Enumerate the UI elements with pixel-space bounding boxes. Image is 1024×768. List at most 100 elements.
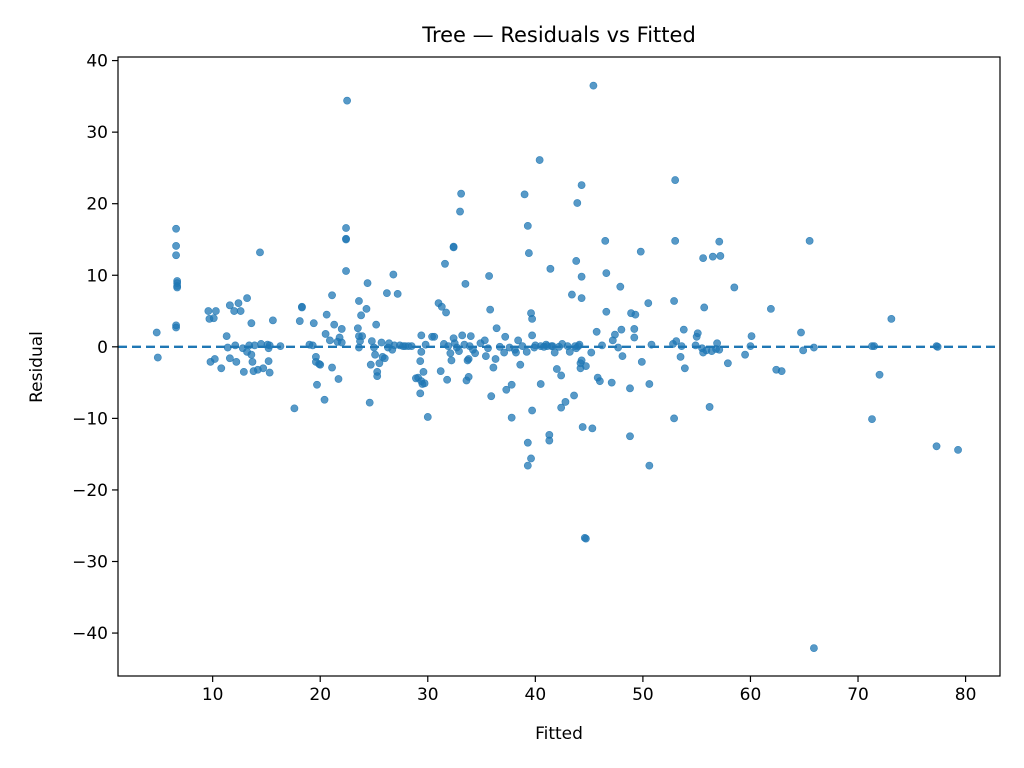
data-point — [487, 392, 496, 401]
data-point — [320, 395, 329, 404]
data-point — [602, 269, 611, 278]
data-point — [441, 259, 449, 268]
data-point — [211, 307, 220, 315]
x-tick-label: 60 — [740, 685, 762, 705]
data-point — [172, 242, 180, 250]
data-point — [700, 303, 709, 312]
x-tick-label: 70 — [847, 685, 869, 705]
data-point — [528, 331, 537, 340]
data-point — [380, 354, 389, 363]
data-point — [527, 454, 535, 463]
data-point — [607, 378, 616, 387]
data-point — [507, 413, 516, 422]
y-tick-label: 30 — [86, 123, 108, 143]
data-point — [592, 327, 601, 336]
data-point — [887, 315, 896, 323]
x-tick-label: 20 — [309, 685, 331, 705]
data-point — [172, 224, 180, 233]
y-tick-label: 10 — [86, 266, 108, 286]
data-point — [457, 189, 466, 198]
data-point — [577, 272, 586, 281]
data-point — [557, 371, 566, 380]
data-point — [464, 355, 473, 363]
data-point — [716, 252, 725, 260]
data-point — [417, 331, 426, 340]
data-point — [153, 353, 162, 362]
data-point — [209, 314, 218, 323]
data-point — [343, 96, 351, 105]
data-point — [358, 332, 367, 340]
data-point — [357, 311, 365, 320]
data-point — [492, 324, 501, 333]
data-point — [210, 355, 219, 363]
data-point — [239, 367, 248, 376]
data-point — [416, 389, 425, 398]
data-point — [699, 254, 708, 262]
x-axis-ticks: 10 20 30 40 50 60 70 80 — [202, 676, 977, 705]
data-point — [516, 360, 525, 369]
data-point — [741, 350, 749, 359]
data-point — [626, 384, 634, 393]
data-point — [523, 461, 532, 470]
data-point — [456, 207, 464, 216]
y-axis-ticks: −40 −30 −20 −10 0 10 20 30 40 — [72, 52, 118, 644]
data-point — [330, 320, 339, 329]
data-point — [236, 307, 245, 315]
data-point — [447, 356, 456, 365]
y-tick-label: −20 — [72, 481, 108, 501]
data-point — [561, 398, 570, 406]
y-tick-label: 40 — [86, 52, 108, 72]
data-point — [264, 357, 273, 366]
data-point — [393, 289, 402, 298]
data-point — [528, 315, 537, 323]
x-tick-label: 40 — [525, 685, 547, 705]
data-point — [550, 348, 559, 357]
x-tick-label: 80 — [955, 685, 977, 705]
chart-title: Tree — Residuals vs Fitted — [421, 23, 696, 47]
data-point — [367, 337, 376, 345]
data-point — [337, 338, 346, 347]
data-point — [581, 362, 590, 371]
x-tick-label: 10 — [202, 685, 224, 705]
data-point — [535, 156, 544, 164]
data-point — [466, 332, 475, 340]
data-point — [536, 380, 545, 388]
data-point — [417, 347, 426, 356]
data-point — [416, 357, 425, 366]
data-point — [589, 81, 598, 90]
data-point — [578, 423, 587, 431]
data-point — [423, 413, 432, 421]
data-point — [799, 346, 808, 355]
data-point — [430, 332, 439, 341]
data-point — [247, 350, 256, 359]
data-point — [419, 367, 428, 376]
data-point — [587, 348, 596, 357]
data-point — [577, 294, 586, 303]
data-point — [797, 328, 805, 337]
data-point — [321, 330, 330, 338]
data-point — [295, 317, 304, 325]
data-point — [372, 320, 381, 329]
data-point — [636, 247, 645, 256]
data-point — [461, 279, 470, 288]
data-point — [524, 249, 533, 257]
data-point — [514, 336, 523, 345]
y-tick-label: −30 — [72, 553, 108, 573]
data-point — [256, 248, 264, 257]
data-point — [715, 237, 724, 246]
data-point — [523, 221, 532, 230]
data-point — [172, 323, 180, 332]
data-point — [523, 438, 532, 447]
data-point — [481, 352, 490, 361]
data-point — [322, 310, 331, 319]
data-point — [464, 372, 473, 381]
data-point — [436, 367, 445, 376]
data-point — [353, 324, 362, 333]
data-point — [618, 352, 627, 361]
data-point — [954, 445, 962, 454]
data-point — [455, 347, 463, 356]
y-tick-label: −40 — [72, 624, 108, 644]
y-tick-label: −10 — [72, 409, 108, 429]
data-point — [328, 291, 336, 300]
